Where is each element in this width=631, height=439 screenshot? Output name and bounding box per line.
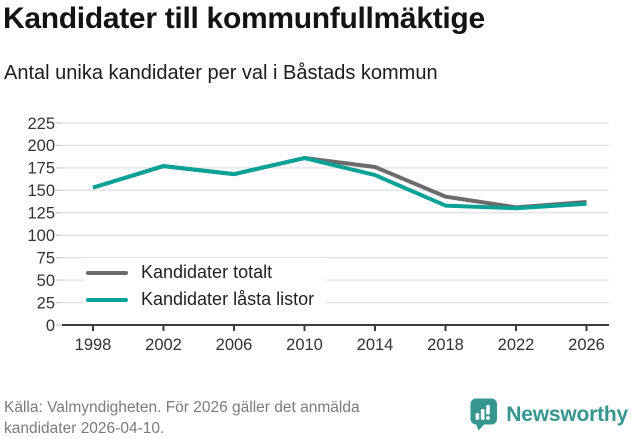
- line-chart-canvas: 0 25 50 75 100 125 150 175 200 225 1998 2002 2006 201…: [27, 115, 609, 354]
- svg-text:2022: 2022: [498, 336, 535, 354]
- svg-text:2006: 2006: [216, 336, 253, 354]
- chart-legend: Kandidater totalt Kandidater låsta listo…: [84, 258, 327, 314]
- svg-text:150: 150: [27, 182, 55, 200]
- svg-text:50: 50: [37, 272, 55, 290]
- svg-text:175: 175: [27, 160, 55, 178]
- line-chart: 0 25 50 75 100 125 150 175 200 225 1998 2002 2006 201…: [0, 104, 631, 366]
- legend-label: Kandidater låsta listor: [141, 289, 315, 309]
- chart-title: Kandidater till kommunfullmäktige: [3, 2, 485, 35]
- svg-text:25: 25: [37, 294, 55, 312]
- brand: Newsworthy: [470, 398, 628, 431]
- chart-subtitle: Antal unika kandidater per val i Båstads…: [4, 62, 438, 84]
- legend-label: Kandidater totalt: [141, 262, 273, 282]
- svg-text:100: 100: [27, 227, 55, 245]
- newsworthy-logo-icon: [470, 398, 498, 431]
- svg-text:200: 200: [27, 137, 55, 155]
- svg-text:2014: 2014: [357, 336, 394, 354]
- legend-item-lasta-listor: Kandidater låsta listor: [86, 286, 314, 313]
- legend-swatch: [86, 297, 128, 302]
- legend-swatch: [86, 270, 128, 275]
- svg-text:1998: 1998: [75, 336, 112, 354]
- svg-text:2002: 2002: [145, 336, 182, 354]
- source-note: Källa: Valmyndigheten. För 2026 gäller d…: [4, 399, 360, 437]
- svg-text:225: 225: [27, 115, 55, 133]
- brand-name: Newsworthy: [506, 402, 628, 426]
- svg-text:0: 0: [46, 317, 55, 335]
- legend-item-totalt: Kandidater totalt: [86, 259, 314, 286]
- svg-text:2010: 2010: [286, 336, 323, 354]
- svg-text:75: 75: [37, 249, 55, 267]
- svg-text:125: 125: [27, 205, 55, 223]
- svg-text:2026: 2026: [568, 336, 605, 354]
- svg-text:2018: 2018: [427, 336, 464, 354]
